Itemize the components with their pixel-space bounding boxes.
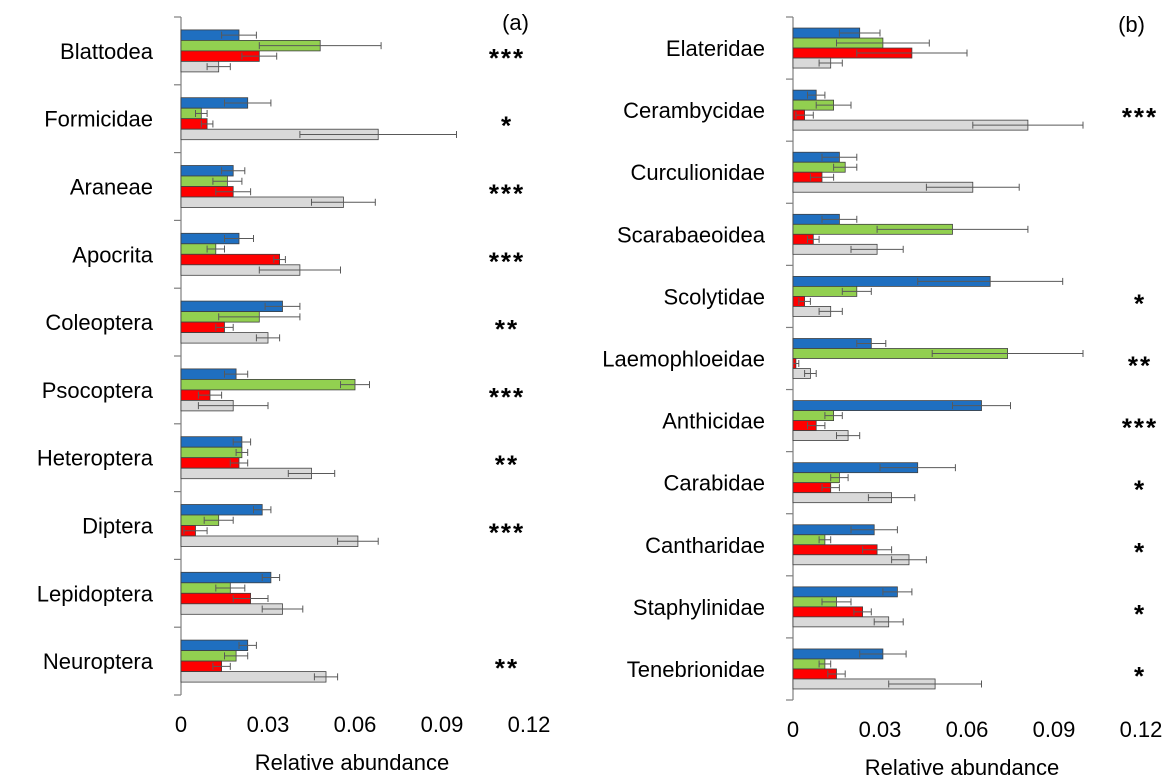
panel-label: (b) [1118,12,1145,37]
significance-marker: ** [1128,351,1152,381]
significance-marker: * [1134,537,1146,567]
x-tick-label: 0 [175,712,187,737]
category-label: Lepidoptera [37,581,154,606]
significance-marker: ** [495,653,519,683]
category-label: Scarabaeoidea [617,222,766,247]
bar [180,504,263,516]
significance-marker: *** [489,246,525,276]
bar [180,332,269,344]
x-tick-label: 0.03 [859,717,902,742]
significance-marker: * [1134,475,1146,505]
bar [180,378,356,391]
category-label: Apocrita [72,242,153,267]
category-label: Formicidae [44,107,153,132]
panel-label: (a) [502,10,529,35]
x-axis-label: Relative abundance [255,750,449,775]
significance-marker: *** [1122,102,1158,132]
category-label: Laemophloeidae [602,347,765,372]
significance-marker: * [1134,661,1146,691]
category-label: Curculionidae [630,160,765,185]
category-label: Psocoptera [42,378,154,403]
significance-marker: * [1134,599,1146,629]
significance-marker: ** [495,314,519,344]
x-tick-label: 0.03 [247,712,290,737]
x-axis-label: Relative abundance [865,755,1059,779]
significance-marker: *** [489,43,525,73]
significance-marker: * [501,111,513,141]
category-label: Tenebrionidae [627,657,765,682]
bar [180,446,243,459]
category-label: Anthicidae [662,409,765,434]
category-label: Elateridae [666,36,765,61]
significance-marker: *** [489,518,525,548]
bar [180,671,327,683]
significance-marker: * [1134,288,1146,318]
category-label: Diptera [82,514,154,539]
bar [792,606,863,618]
category-label: Araneae [70,175,153,200]
x-tick-label: 0.09 [1033,717,1076,742]
category-label: Heteroptera [37,446,154,471]
bar [180,253,280,266]
category-label: Cerambycidae [623,98,765,123]
category-label: Neuroptera [43,649,154,674]
significance-marker: *** [1122,413,1158,443]
x-tick-label: 0.06 [946,717,989,742]
category-label: Coleoptera [45,310,153,335]
bar [180,639,249,651]
significance-marker: ** [495,450,519,480]
x-tick-label: 0.12 [508,712,551,737]
significance-marker: *** [489,382,525,412]
x-tick-label: 0.06 [334,712,377,737]
bar [180,535,359,547]
panel-a-chart: 0 0.03 0.06 0.09 0.12 Relative abundance (a) Bl… [37,10,551,775]
bar [180,571,272,584]
x-tick-label: 0.09 [421,712,464,737]
category-label: Scolytidae [663,284,765,309]
x-tick-label: 0.12 [1120,717,1163,742]
category-label: Cantharidae [645,533,765,558]
bar [792,586,898,598]
x-tick-label: 0 [787,717,799,742]
category-label: Blattodea [60,39,154,64]
category-label: Staphylinidae [633,595,765,620]
category-label: Carabidae [663,471,765,496]
significance-marker: *** [489,179,525,209]
panel-b-chart: 0 0.03 0.06 0.09 0.12 Relative abundance (b) El… [602,12,1162,779]
